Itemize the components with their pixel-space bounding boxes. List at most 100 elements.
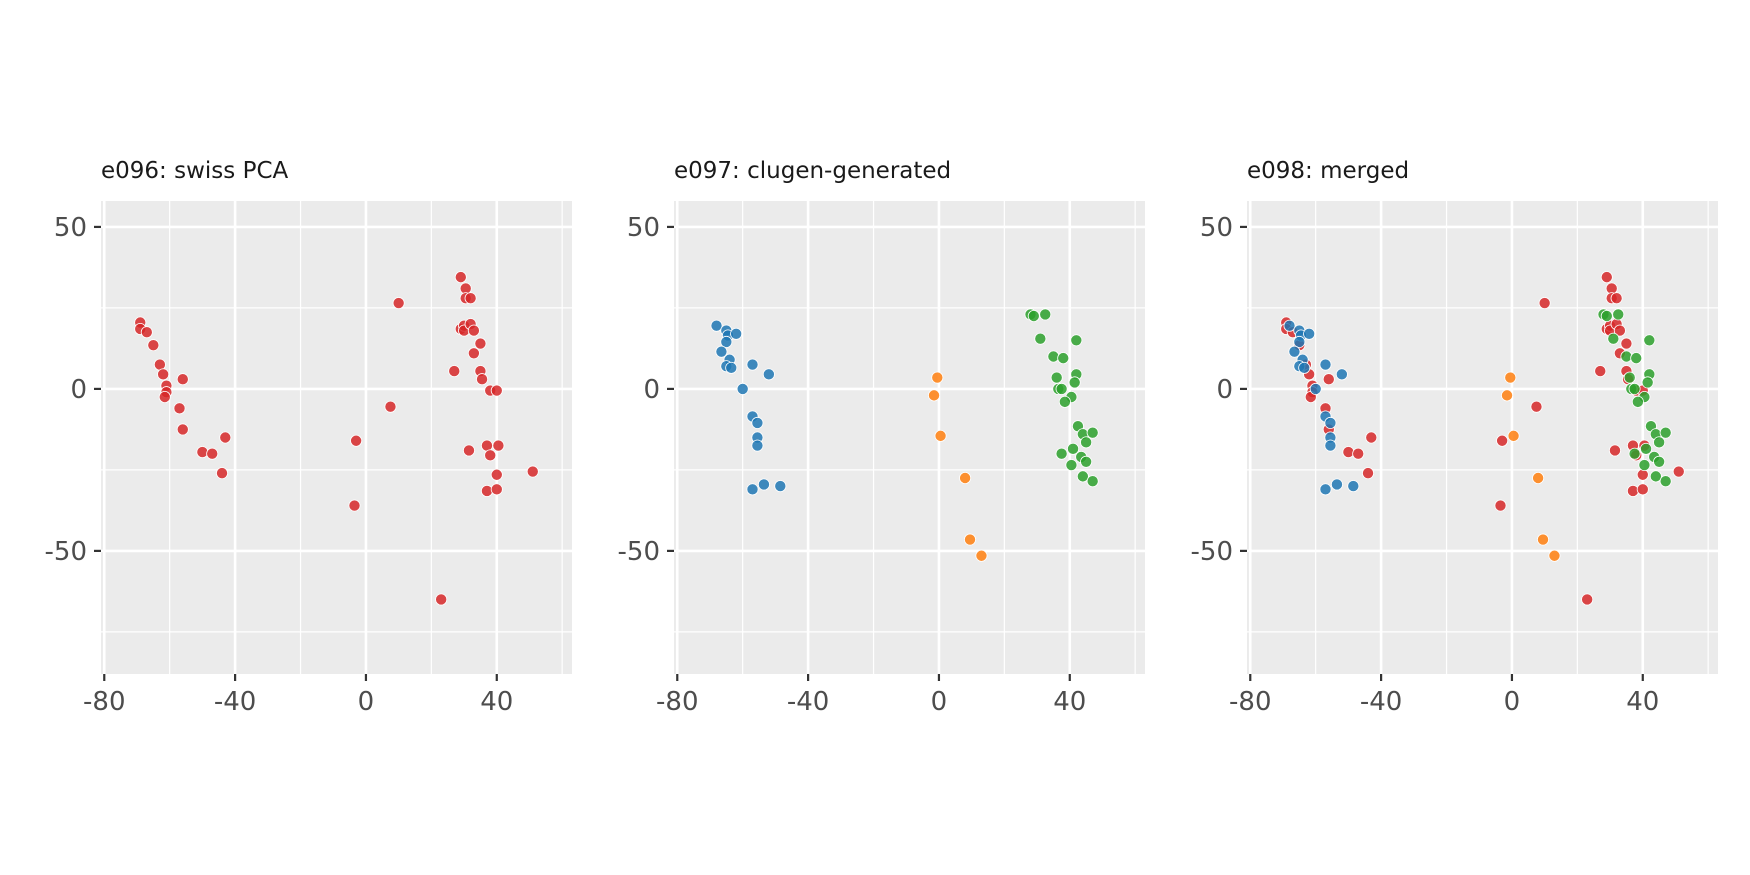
x-tick-label: -80 bbox=[83, 687, 125, 717]
data-point bbox=[1065, 459, 1078, 472]
data-point bbox=[490, 468, 503, 481]
data-point bbox=[490, 483, 503, 496]
data-point bbox=[1068, 376, 1081, 389]
panel-title: e097: clugen-generated bbox=[674, 158, 951, 184]
data-point bbox=[1581, 593, 1594, 606]
data-point bbox=[1057, 352, 1070, 365]
data-point bbox=[140, 326, 153, 339]
data-point bbox=[1293, 335, 1306, 348]
data-point bbox=[1653, 455, 1666, 468]
data-point bbox=[1330, 478, 1343, 491]
data-point bbox=[964, 533, 977, 546]
plot-background bbox=[674, 201, 1145, 674]
data-point bbox=[467, 324, 480, 337]
series-2 bbox=[928, 371, 988, 562]
data-point bbox=[1039, 308, 1052, 321]
data-point bbox=[1362, 467, 1375, 480]
data-point bbox=[1607, 332, 1620, 345]
data-point bbox=[176, 373, 189, 386]
data-point bbox=[392, 297, 405, 310]
data-point bbox=[1641, 376, 1654, 389]
y-tick-label: -50 bbox=[45, 537, 87, 567]
panel-3: e098: merged -80 -40 0 40 50 0 -50 bbox=[1191, 158, 1718, 717]
series-1 bbox=[134, 271, 539, 606]
data-point bbox=[757, 478, 770, 491]
data-point bbox=[448, 365, 461, 378]
data-point bbox=[1076, 470, 1089, 483]
data-point bbox=[1027, 310, 1040, 323]
data-point bbox=[1055, 382, 1068, 395]
data-point bbox=[1086, 475, 1099, 488]
data-point bbox=[526, 465, 539, 478]
data-point bbox=[467, 347, 480, 360]
data-point bbox=[1600, 271, 1613, 284]
data-point bbox=[219, 431, 232, 444]
data-point bbox=[1494, 499, 1507, 512]
data-point bbox=[751, 439, 764, 452]
data-point bbox=[1640, 442, 1653, 455]
data-point bbox=[934, 429, 947, 442]
data-point bbox=[1324, 439, 1337, 452]
data-point bbox=[1047, 350, 1060, 363]
data-point bbox=[454, 271, 467, 284]
x-tick-label: 0 bbox=[358, 687, 375, 717]
data-point bbox=[173, 402, 186, 415]
data-point bbox=[476, 373, 489, 386]
data-point bbox=[1628, 447, 1641, 460]
data-point bbox=[1352, 447, 1365, 460]
data-point bbox=[1055, 447, 1068, 460]
data-point bbox=[1080, 455, 1093, 468]
x-tick-label: -40 bbox=[214, 687, 256, 717]
data-point bbox=[1070, 334, 1083, 347]
data-point bbox=[710, 319, 723, 332]
data-point bbox=[1638, 459, 1651, 472]
data-point bbox=[474, 337, 487, 350]
data-point bbox=[480, 484, 493, 497]
data-point bbox=[931, 371, 944, 384]
data-point bbox=[751, 416, 764, 429]
series-1 bbox=[710, 319, 787, 496]
data-point bbox=[928, 389, 941, 402]
plot-background bbox=[1247, 201, 1718, 674]
data-point bbox=[1342, 446, 1355, 459]
data-point bbox=[774, 480, 787, 493]
data-point bbox=[1653, 436, 1666, 449]
data-point bbox=[1058, 395, 1071, 408]
data-point bbox=[746, 358, 759, 371]
data-point bbox=[206, 447, 219, 460]
data-point bbox=[1080, 436, 1093, 449]
y-tick-label: 0 bbox=[643, 375, 660, 405]
data-point bbox=[492, 439, 505, 452]
data-point bbox=[1298, 361, 1311, 374]
data-point bbox=[1537, 533, 1550, 546]
data-point bbox=[1530, 400, 1543, 413]
data-point bbox=[1613, 324, 1626, 337]
y-tick-label: 0 bbox=[70, 375, 87, 405]
data-point bbox=[384, 400, 397, 413]
data-point bbox=[1636, 483, 1649, 496]
data-point bbox=[1034, 332, 1047, 345]
data-point bbox=[1501, 389, 1514, 402]
data-point bbox=[350, 434, 363, 447]
data-point bbox=[176, 423, 189, 436]
data-point bbox=[1538, 297, 1551, 310]
y-tick-label: -50 bbox=[1191, 537, 1233, 567]
data-point bbox=[1612, 308, 1625, 321]
data-point bbox=[1600, 310, 1613, 323]
y-tick-label: 50 bbox=[1200, 213, 1233, 243]
data-point bbox=[959, 471, 972, 484]
data-point bbox=[1620, 337, 1633, 350]
data-point bbox=[1347, 480, 1360, 493]
panel-1: e096: swiss PCA -80 -40 0 40 50 0 -50 bbox=[45, 158, 572, 717]
data-point bbox=[1659, 426, 1672, 439]
data-point bbox=[348, 499, 361, 512]
data-point bbox=[1086, 426, 1099, 439]
data-point bbox=[1303, 327, 1316, 340]
data-point bbox=[216, 467, 229, 480]
panel-2: e097: clugen-generated -80 -40 0 40 50 0 -50 bbox=[618, 158, 1145, 717]
data-point bbox=[490, 384, 503, 397]
y-tick-label: -50 bbox=[618, 537, 660, 567]
data-point bbox=[1626, 484, 1639, 497]
series-3 bbox=[1501, 371, 1561, 562]
data-point bbox=[1319, 483, 1332, 496]
